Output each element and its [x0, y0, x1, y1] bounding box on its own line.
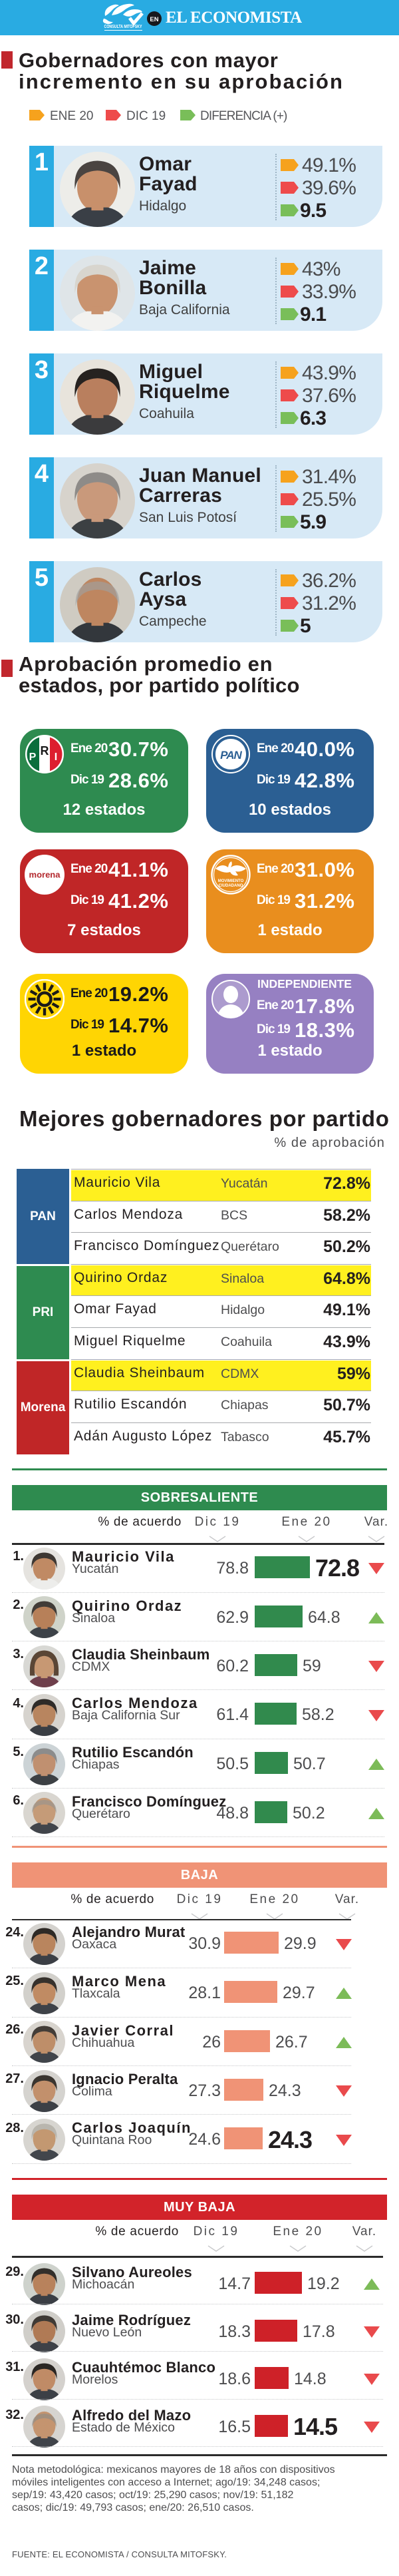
svg-text:CONSULTA MITOFSKY: CONSULTA MITOFSKY — [104, 25, 142, 29]
svg-text:morena: morena — [29, 870, 61, 880]
svg-text:P: P — [29, 751, 37, 763]
svg-text:I: I — [55, 751, 57, 763]
svg-text:R: R — [41, 744, 49, 757]
svg-text:PAN: PAN — [220, 749, 242, 761]
svg-text:CIUDADANO: CIUDADANO — [219, 884, 243, 888]
svg-text:MOVIMIENTO: MOVIMIENTO — [218, 879, 244, 883]
svg-text:EN: EN — [150, 16, 158, 23]
